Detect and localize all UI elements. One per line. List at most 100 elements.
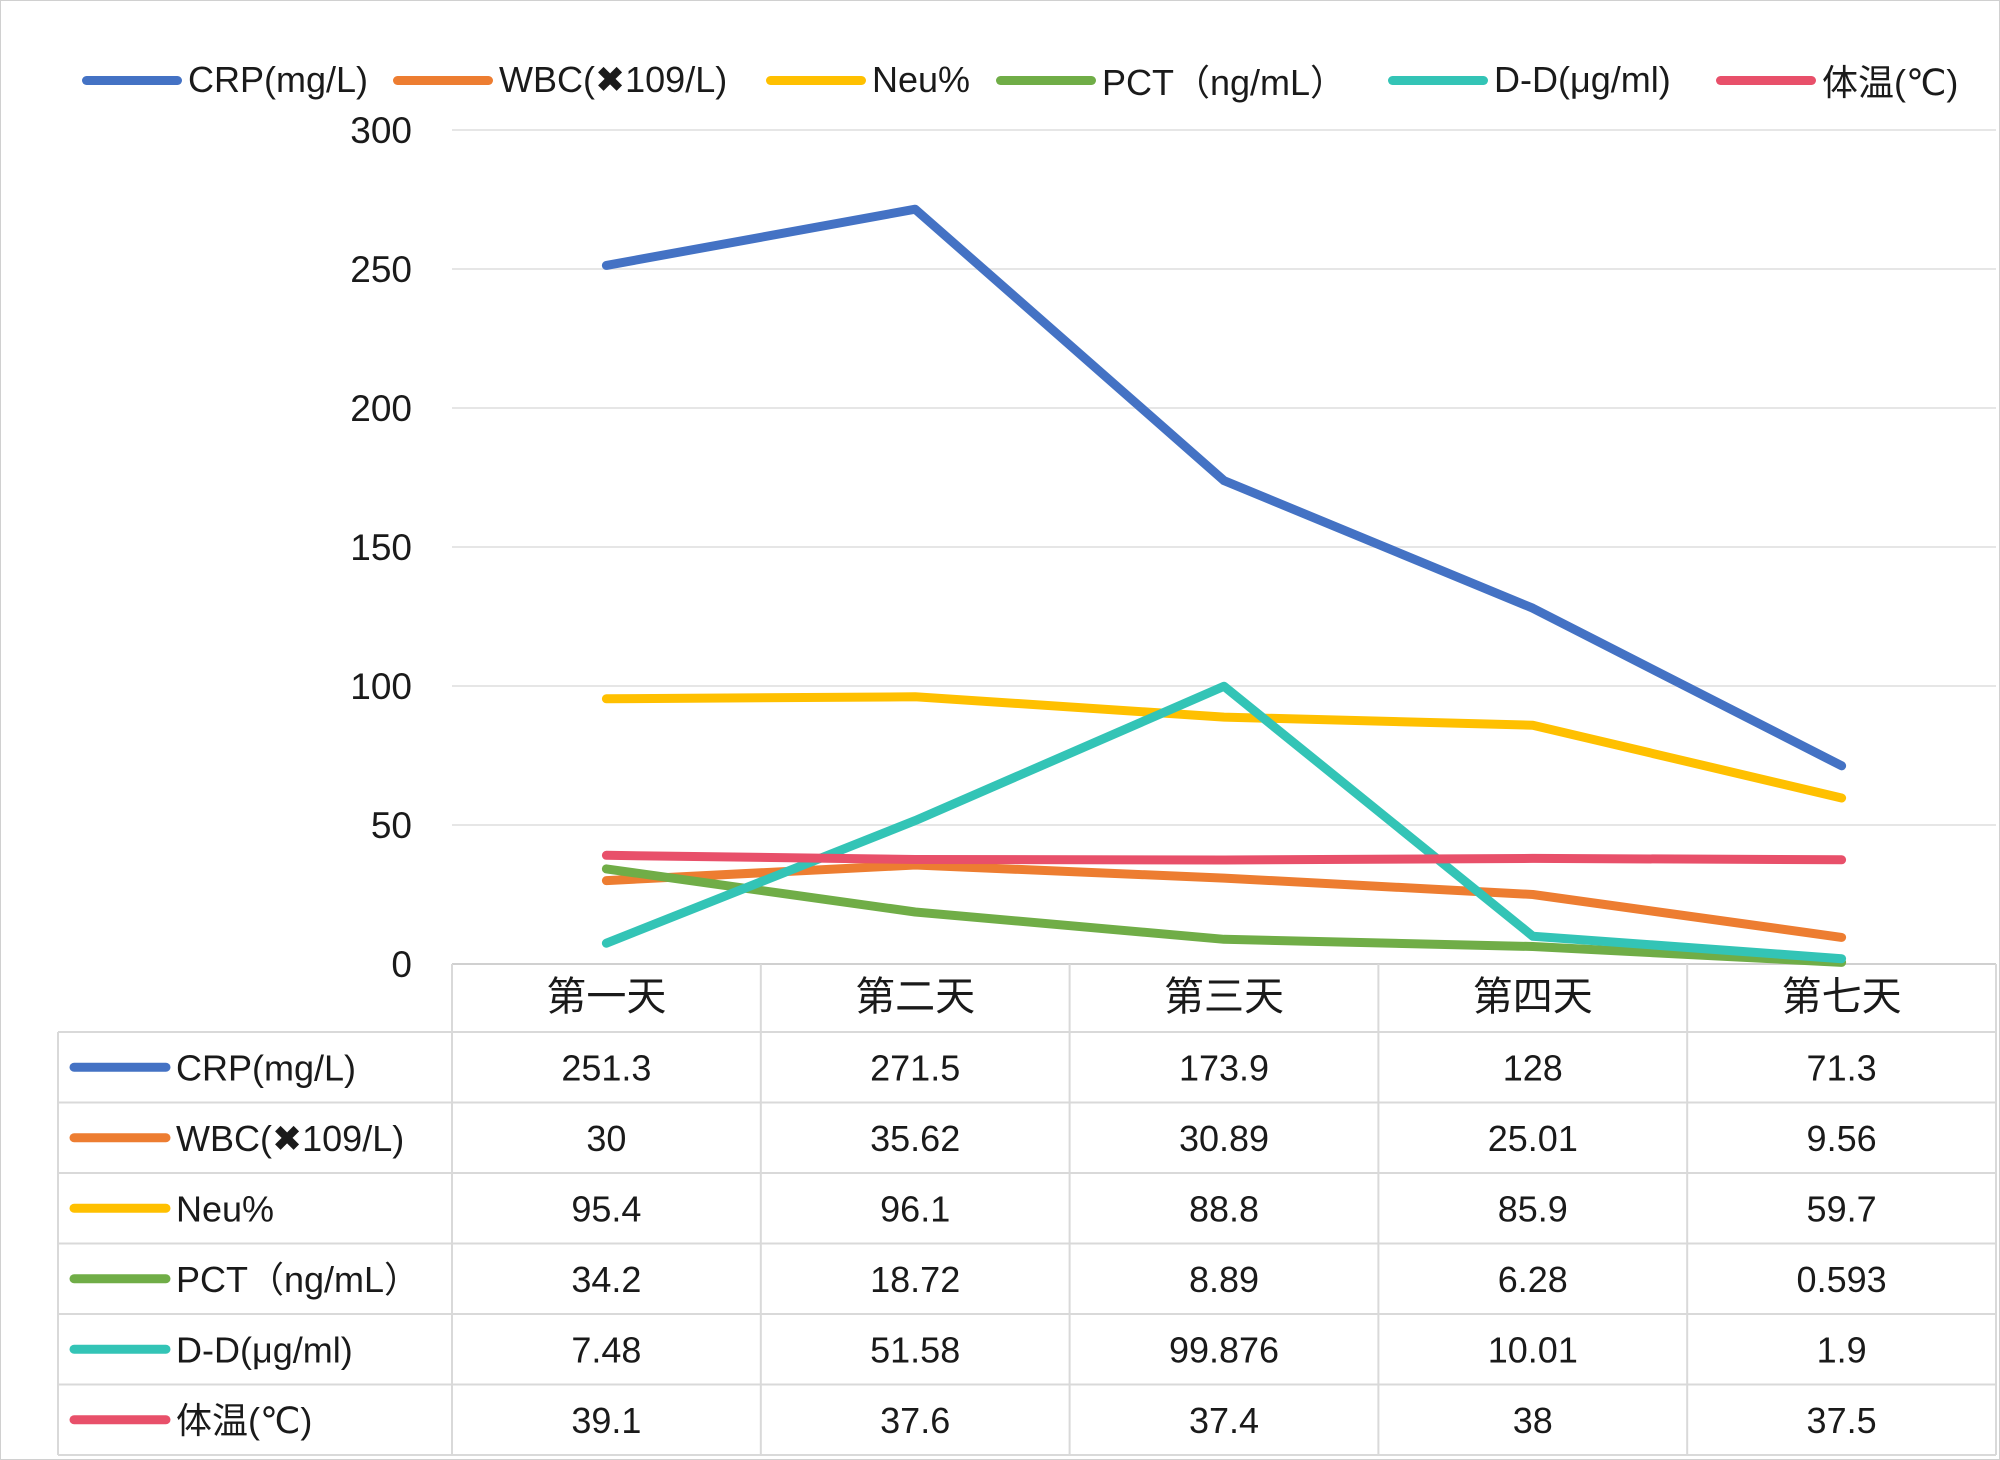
table-cell: 95.4 (571, 1188, 641, 1229)
data-point (914, 696, 916, 698)
table-cell: 7.48 (571, 1329, 641, 1370)
series-line (601, 681, 1847, 964)
data-point (1532, 946, 1534, 948)
y-axis-tick-labels: 0 50 100 150 200 250 300 (350, 110, 412, 985)
legend-item: PCT（ng/mL） (996, 58, 1346, 103)
table-cell: 18.72 (870, 1259, 960, 1300)
table-cell: 173.9 (1179, 1047, 1269, 1088)
table-row: WBC(✖109/L) 30 35.62 30.89 25.01 9.56 (69, 1118, 1877, 1159)
table-row: Neu% 95.4 96.1 88.8 85.9 59.7 (69, 1188, 1877, 1229)
table-row-label: 体温(℃) (176, 1400, 312, 1441)
data-point (1223, 938, 1225, 940)
table-cell: 34.2 (571, 1259, 641, 1300)
legend-item: Neu% (766, 58, 970, 102)
data-point (1532, 607, 1534, 609)
data-point (914, 864, 916, 866)
series-lines (601, 204, 1847, 967)
data-point (1841, 958, 1843, 960)
data-table (57, 964, 1997, 1456)
data-point (1532, 935, 1534, 937)
data-point (1223, 877, 1225, 879)
table-row: PCT（ng/mL） 34.2 18.72 8.89 6.28 0.593 (69, 1259, 1887, 1300)
legend-item: 体温(℃) (1716, 58, 1958, 103)
table-row-label: PCT（ng/mL） (176, 1259, 420, 1300)
table-cell: 37.6 (880, 1400, 950, 1441)
table-cell: 37.4 (1189, 1400, 1259, 1441)
data-point (605, 264, 607, 266)
table-row: 体温(℃) 39.1 37.6 37.4 38 37.5 (69, 1400, 1877, 1441)
table-cell: 8.89 (1189, 1259, 1259, 1300)
chart-legend: CRP(mg/L) WBC(✖109/L) Neu% PCT（ng/mL） D-D(μg… (0, 0, 2000, 130)
table-cell: 10.01 (1488, 1329, 1578, 1370)
legend-label: D-D(μg/ml) (1494, 59, 1671, 100)
table-cell: 37.5 (1807, 1400, 1877, 1441)
data-point (914, 858, 916, 860)
table-cell: 99.876 (1169, 1329, 1279, 1370)
data-point (1841, 765, 1843, 767)
data-point (914, 208, 916, 210)
y-tick-label: 200 (350, 388, 412, 429)
legend-swatch (1388, 75, 1488, 85)
legend-label: 体温(℃) (1822, 62, 1959, 103)
data-point (1841, 797, 1843, 799)
data-point (605, 854, 607, 856)
table-cell: 59.7 (1807, 1188, 1877, 1229)
category-label: 第二天 (855, 974, 975, 1020)
table-cell: 9.56 (1807, 1118, 1877, 1159)
series-line (601, 692, 1847, 803)
y-tick-label: 100 (350, 666, 412, 707)
y-tick-label: 250 (350, 249, 412, 290)
data-point (1223, 716, 1225, 718)
legend-swatch (82, 75, 182, 85)
legend-label: PCT（ng/mL） (1102, 62, 1347, 103)
table-cell: 39.1 (571, 1400, 641, 1441)
category-label: 第三天 (1164, 974, 1284, 1020)
table-cell: 71.3 (1807, 1047, 1877, 1088)
legend-label: Neu% (872, 59, 971, 100)
table-row: CRP(mg/L) 251.3 271.5 173.9 128 71.3 (69, 1047, 1877, 1088)
legend-label: WBC(✖109/L) (499, 59, 728, 100)
data-point (605, 942, 607, 944)
data-point (605, 698, 607, 700)
y-tick-label: 50 (371, 805, 412, 846)
data-point (605, 868, 607, 870)
data-point (1841, 859, 1843, 861)
table-row-label: WBC(✖109/L) (176, 1118, 404, 1159)
category-label: 第四天 (1473, 974, 1593, 1020)
table-row: D-D(μg/ml) 7.48 51.58 99.876 10.01 1.9 (69, 1329, 1867, 1370)
table-cell: 85.9 (1498, 1188, 1568, 1229)
table-cell: 35.62 (870, 1118, 960, 1159)
data-point (605, 880, 607, 882)
category-label: 第一天 (546, 974, 666, 1020)
table-cell: 128 (1503, 1047, 1563, 1088)
legend-item: CRP(mg/L) (82, 58, 368, 102)
x-axis-category-labels: 第一天 第二天 第三天 第四天 第七天 (546, 974, 1901, 1020)
table-row-label: D-D(μg/ml) (176, 1329, 353, 1370)
table-cell: 0.593 (1797, 1259, 1887, 1300)
table-cell: 6.28 (1498, 1259, 1568, 1300)
table-cell: 30.89 (1179, 1118, 1269, 1159)
table-cell: 1.9 (1817, 1329, 1867, 1370)
data-point (914, 820, 916, 822)
data-point (1223, 859, 1225, 861)
table-cell: 51.58 (870, 1329, 960, 1370)
table-cell: 30 (586, 1118, 626, 1159)
legend-swatch (766, 75, 866, 85)
legend-label: CRP(mg/L) (188, 59, 369, 100)
gridlines (452, 129, 1996, 965)
category-label: 第七天 (1782, 974, 1902, 1020)
data-point (1532, 857, 1534, 859)
legend-swatch (1716, 75, 1816, 85)
data-point (1532, 893, 1534, 895)
data-point (1841, 936, 1843, 938)
data-point (1532, 724, 1534, 726)
table-cell: 96.1 (880, 1188, 950, 1229)
series-line (601, 860, 1847, 942)
table-cell: 251.3 (561, 1047, 651, 1088)
y-tick-label: 150 (350, 527, 412, 568)
y-tick-label: 300 (350, 110, 412, 151)
table-cell: 25.01 (1488, 1118, 1578, 1159)
table-cell: 88.8 (1189, 1188, 1259, 1229)
legend-swatch (996, 75, 1096, 85)
